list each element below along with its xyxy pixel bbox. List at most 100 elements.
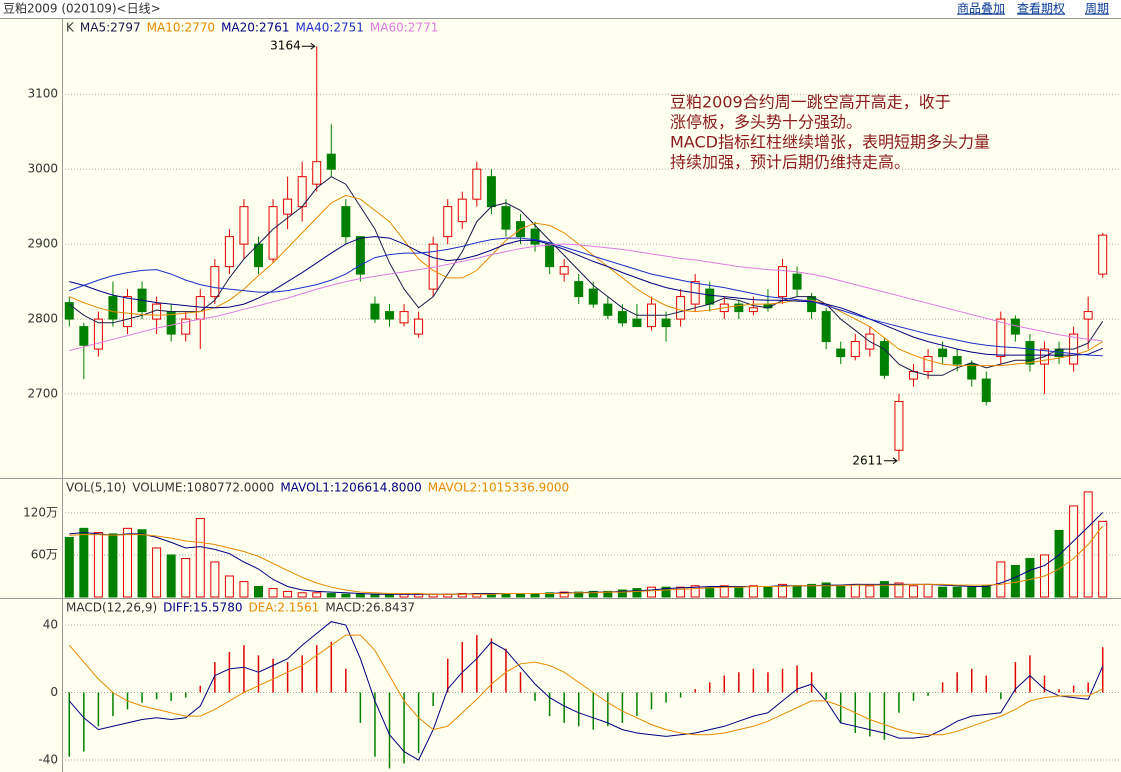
candle-body <box>370 303 380 320</box>
volume-bar <box>617 589 627 598</box>
volume-bar <box>210 561 220 598</box>
candle-body <box>632 318 642 328</box>
candle-body <box>996 318 1006 358</box>
y-tick-label: 2900 <box>27 237 58 251</box>
line-series <box>69 243 1103 352</box>
volume-bar <box>457 592 467 598</box>
volume-bar <box>254 585 263 598</box>
y-tick-label: 3000 <box>27 162 58 176</box>
volume-bar <box>1069 505 1079 598</box>
volume-bar <box>574 591 584 598</box>
volume-bar <box>181 557 191 598</box>
volume-bar <box>1098 520 1108 598</box>
annotation: MACD指标红柱继续增张，表明短期多头力量 <box>670 133 990 152</box>
candle-body <box>224 236 234 268</box>
volume-bar <box>152 547 162 598</box>
volume-bar <box>355 593 365 598</box>
candle-body <box>981 378 991 403</box>
candle-body <box>792 273 802 290</box>
annotation: 豆粕2009合约周一跳空高开高走，收于 <box>670 93 951 112</box>
candle-body <box>79 326 89 346</box>
legend-item: VOL(5,10) <box>66 481 126 495</box>
link-overlay[interactable]: 商品叠加 <box>957 1 1005 16</box>
candle-body <box>443 206 453 238</box>
annotation: 持续加强，预计后期仍维持走高。 <box>670 153 910 172</box>
volume-bar <box>690 585 700 598</box>
volume-bar <box>632 588 642 598</box>
y-tick-label: 0 <box>50 685 58 699</box>
volume-bar <box>952 586 962 598</box>
volume-bar <box>879 581 889 598</box>
y-tick-label: 2700 <box>27 387 58 401</box>
annotation: 涨停板，多头势十分强劲。 <box>670 113 862 132</box>
y-tick-label: 120万 <box>23 505 58 519</box>
volume-bar <box>1025 557 1035 598</box>
volume-bar <box>719 585 729 598</box>
candle-body <box>501 206 511 230</box>
candle-body <box>879 341 889 376</box>
legend-item: MA20:2761 <box>221 21 289 35</box>
candle-body <box>545 243 555 268</box>
volume-bar <box>748 585 758 598</box>
volume-bar <box>1010 564 1020 598</box>
candle-body <box>297 176 307 208</box>
candle-body <box>64 302 74 320</box>
volume-bar <box>836 585 846 598</box>
candle-body <box>486 176 496 208</box>
legend-item: MA10:2770 <box>147 21 215 35</box>
volume-bar <box>865 585 875 598</box>
candle-body <box>617 311 627 324</box>
legend-item: MA60:2771 <box>370 21 438 35</box>
volume-bar <box>137 529 147 598</box>
high-label: 3164 <box>270 39 301 53</box>
volume-bar <box>850 583 860 598</box>
volume-bar <box>283 590 293 598</box>
link-options[interactable]: 查看期权 <box>1017 2 1065 16</box>
volume-bar <box>792 585 802 598</box>
volume-bar <box>661 586 671 598</box>
volume-bar <box>268 588 278 598</box>
volume-bar <box>123 527 132 598</box>
volume-bar <box>734 586 744 598</box>
link-period[interactable]: 周期 <box>1085 2 1109 16</box>
candle-body <box>836 348 846 358</box>
volume-bar <box>981 585 991 598</box>
volume-bar <box>93 532 103 598</box>
candle-body <box>195 296 205 320</box>
volume-bar <box>588 590 598 598</box>
candle-body <box>108 296 118 320</box>
volume-bar <box>195 518 205 598</box>
candle-body <box>530 228 540 245</box>
candle-body <box>268 206 278 260</box>
candle-body <box>210 266 220 298</box>
candle-body <box>894 401 904 451</box>
line-series <box>68 176 1104 376</box>
line-series <box>68 634 1103 736</box>
legend-item: DEA:2.1561 <box>248 601 319 615</box>
candle-body <box>734 303 744 313</box>
volume-bar <box>516 592 525 598</box>
y-tick-label: 3100 <box>27 87 58 101</box>
volume-bar <box>603 590 613 598</box>
volume-bar <box>807 583 817 598</box>
candle-body <box>385 311 394 320</box>
volume-bar <box>778 583 787 598</box>
line-series <box>69 236 1103 356</box>
volume-bar <box>341 593 351 598</box>
volume-bar <box>705 586 715 598</box>
header-bar <box>0 0 1121 18</box>
candle-body <box>952 356 962 365</box>
candle-body <box>239 206 249 245</box>
candle-body <box>1083 311 1093 320</box>
candle-body <box>778 266 787 298</box>
candle-body <box>967 363 977 380</box>
candle-body <box>603 303 613 316</box>
legend-item: MA5:2797 <box>80 21 141 35</box>
legend-item: MACD:26.8437 <box>325 601 415 615</box>
volume-bar <box>326 592 336 598</box>
line-series <box>69 525 1104 595</box>
line-series <box>69 237 1103 357</box>
candle-body <box>341 206 351 238</box>
